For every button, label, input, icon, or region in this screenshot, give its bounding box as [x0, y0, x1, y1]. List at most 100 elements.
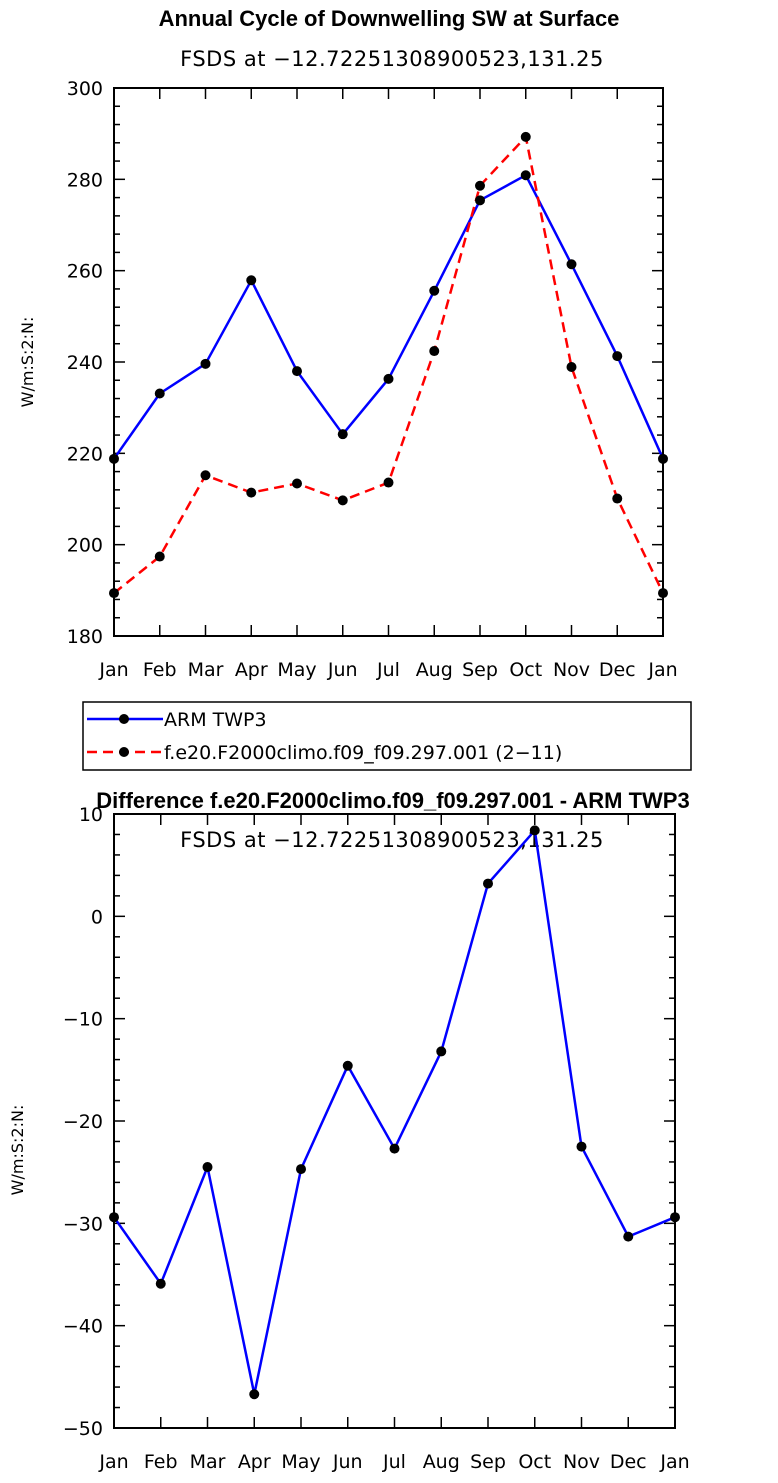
- chart1-series-0-point: [200, 358, 211, 369]
- chart2-series-0-point: [155, 1278, 166, 1289]
- chart1-y-tick-label: 260: [67, 261, 103, 283]
- chart2-y-axis-label: W/m:S:2:N:: [8, 1105, 27, 1196]
- chart1-y-tick-label: 220: [67, 443, 103, 465]
- chart1-x-tick-label: Apr: [235, 659, 268, 681]
- chart2-series-0-point: [483, 878, 493, 889]
- chart2-plot-frame: [113, 813, 676, 1429]
- chart1-series-0-point: [383, 373, 394, 384]
- chart1-series-1-point: [658, 588, 668, 599]
- chart2-series-0-point: [202, 1162, 213, 1173]
- legend-swatch-arm-marker: [119, 714, 129, 724]
- chart1-x-tick-label: Feb: [143, 659, 177, 681]
- chart1-series-0-point: [612, 351, 623, 362]
- chart2-y-tick-label: −30: [63, 1213, 103, 1235]
- chart1-x-tick-label: Jul: [376, 659, 400, 681]
- chart2-y-tick-label: −20: [63, 1111, 103, 1133]
- chart1-x-tick-label: Jun: [327, 659, 358, 681]
- chart2-series-0-line: [112, 829, 676, 1396]
- chart2-x-tick-label: Feb: [144, 1451, 178, 1473]
- chart1-series-0-point: [109, 453, 119, 464]
- chart1-x-tick-label: Nov: [553, 659, 590, 681]
- chart2-series-0-point: [623, 1231, 634, 1242]
- chart1-series-1-point: [429, 346, 440, 357]
- chart1-y-tick-label: 300: [67, 78, 103, 100]
- chart1-series-0-line: [112, 173, 665, 460]
- chart2-series-0-point: [389, 1143, 400, 1154]
- chart2-series-0-point: [249, 1389, 260, 1400]
- chart1-series-1-point: [612, 493, 623, 504]
- legend-swatch-model-marker: [119, 747, 129, 757]
- chart1-series-0-point: [520, 170, 531, 181]
- chart2-x-tick-label: Oct: [518, 1451, 551, 1473]
- legend-frame: [82, 701, 692, 771]
- chart1-title: Annual Cycle of Downwelling SW at Surfac…: [159, 6, 620, 31]
- chart2-x-tick-label: Jun: [332, 1451, 363, 1473]
- chart1-series-0-point: [246, 275, 257, 286]
- chart1-series-1-point: [246, 487, 257, 498]
- chart1-series-0-point: [475, 195, 485, 206]
- chart1-x-tick-label: Sep: [462, 659, 498, 681]
- chart1-axes: 180 200 220 240 260 280 300 Jan Feb Mar Apr May Jun J…: [67, 78, 678, 681]
- chart1-series-1-point: [200, 470, 211, 481]
- chart1-series-1-point: [337, 495, 348, 506]
- chart1-legend: ARM TWP3 f.e20.F2000climo.f09_f09.297.00…: [82, 701, 692, 771]
- chart2-series-0-point: [436, 1046, 447, 1057]
- chart2-x-tick-label: Aug: [423, 1451, 460, 1473]
- chart2-y-tick-label: −10: [63, 1009, 103, 1031]
- chart2-x-tick-label: Mar: [190, 1451, 226, 1473]
- chart1-series-1-point: [520, 131, 531, 142]
- chart2-series-0-point: [529, 825, 540, 836]
- chart1-series-0-point: [566, 259, 577, 270]
- chart1-series-0-point: [292, 366, 302, 377]
- chart1-y-tick-label: 240: [67, 352, 103, 374]
- chart2-title: Difference f.e20.F2000climo.f09_f09.297.…: [96, 788, 689, 813]
- chart2-x-tick-label: Jan: [659, 1451, 689, 1473]
- chart2-x-tick-label: Jul: [382, 1451, 406, 1473]
- chart2-x-tick-label: Apr: [238, 1451, 271, 1473]
- chart2-x-tick-label: Sep: [470, 1451, 506, 1473]
- chart1-series-1-point: [566, 362, 577, 373]
- chart1-series-1-point: [154, 551, 165, 562]
- chart1-x-tick-label: Oct: [509, 659, 542, 681]
- chart1-series-1-point: [475, 180, 485, 191]
- chart1-y-tick-label: 200: [67, 535, 103, 557]
- chart1-series-0-point: [154, 388, 165, 399]
- chart2-y-tick-label: 0: [91, 906, 103, 928]
- chart1-x-tick-label: Jan: [98, 659, 128, 681]
- chart2-axes: −50 −40 −30 −20 −10 0 10 Jan Feb Mar Apr May Jun Jul A…: [63, 804, 690, 1473]
- chart2-subtitle: FSDS at −12.72251308900523,131.25: [180, 828, 604, 852]
- chart2-x-tick-label: Jan: [98, 1451, 128, 1473]
- chart1-series-1-point: [292, 478, 302, 489]
- chart2-y-tick-label: −40: [63, 1316, 103, 1338]
- chart1-x-tick-label: Dec: [599, 659, 636, 681]
- chart1-y-tick-label: 180: [67, 626, 103, 648]
- chart2-x-tick-label: Nov: [563, 1451, 600, 1473]
- chart2-y-tick-label: 10: [79, 804, 103, 826]
- chart2-series-0-point: [576, 1141, 587, 1152]
- chart2-y-tick-label: −50: [63, 1418, 103, 1440]
- chart2-series-0-point: [342, 1060, 353, 1071]
- legend-entry-arm: ARM TWP3: [164, 709, 267, 731]
- chart1-series-1-line: [113, 135, 665, 595]
- chart1-subtitle: FSDS at −12.72251308900523,131.25: [180, 47, 604, 71]
- chart2-plot-area: [109, 825, 680, 1400]
- legend-entry-model: f.e20.F2000climo.f09_f09.297.001 (2−11): [164, 742, 562, 764]
- chart1-plot-frame: [113, 87, 664, 637]
- chart1-series-0-point: [337, 429, 348, 440]
- chart2-x-tick-label: Dec: [610, 1451, 647, 1473]
- chart1-y-axis-label: W/m:S:2:N:: [18, 317, 37, 408]
- chart1-x-tick-label: Jan: [647, 659, 677, 681]
- chart1-series-1-point: [383, 477, 394, 488]
- chart1-x-tick-label: Mar: [188, 659, 224, 681]
- chart1-plot-area: [109, 131, 668, 599]
- chart2-series-0-point: [109, 1212, 119, 1223]
- chart1-x-tick-label: May: [277, 659, 316, 681]
- chart1-x-tick-label: Aug: [416, 659, 453, 681]
- chart1-y-tick-label: 280: [67, 169, 103, 191]
- chart1-series-0-point: [429, 285, 440, 296]
- chart1-series-1-point: [109, 588, 119, 599]
- chart2-series-0-point: [670, 1212, 680, 1223]
- chart2-x-tick-label: May: [281, 1451, 320, 1473]
- chart1-series-0-point: [658, 453, 668, 464]
